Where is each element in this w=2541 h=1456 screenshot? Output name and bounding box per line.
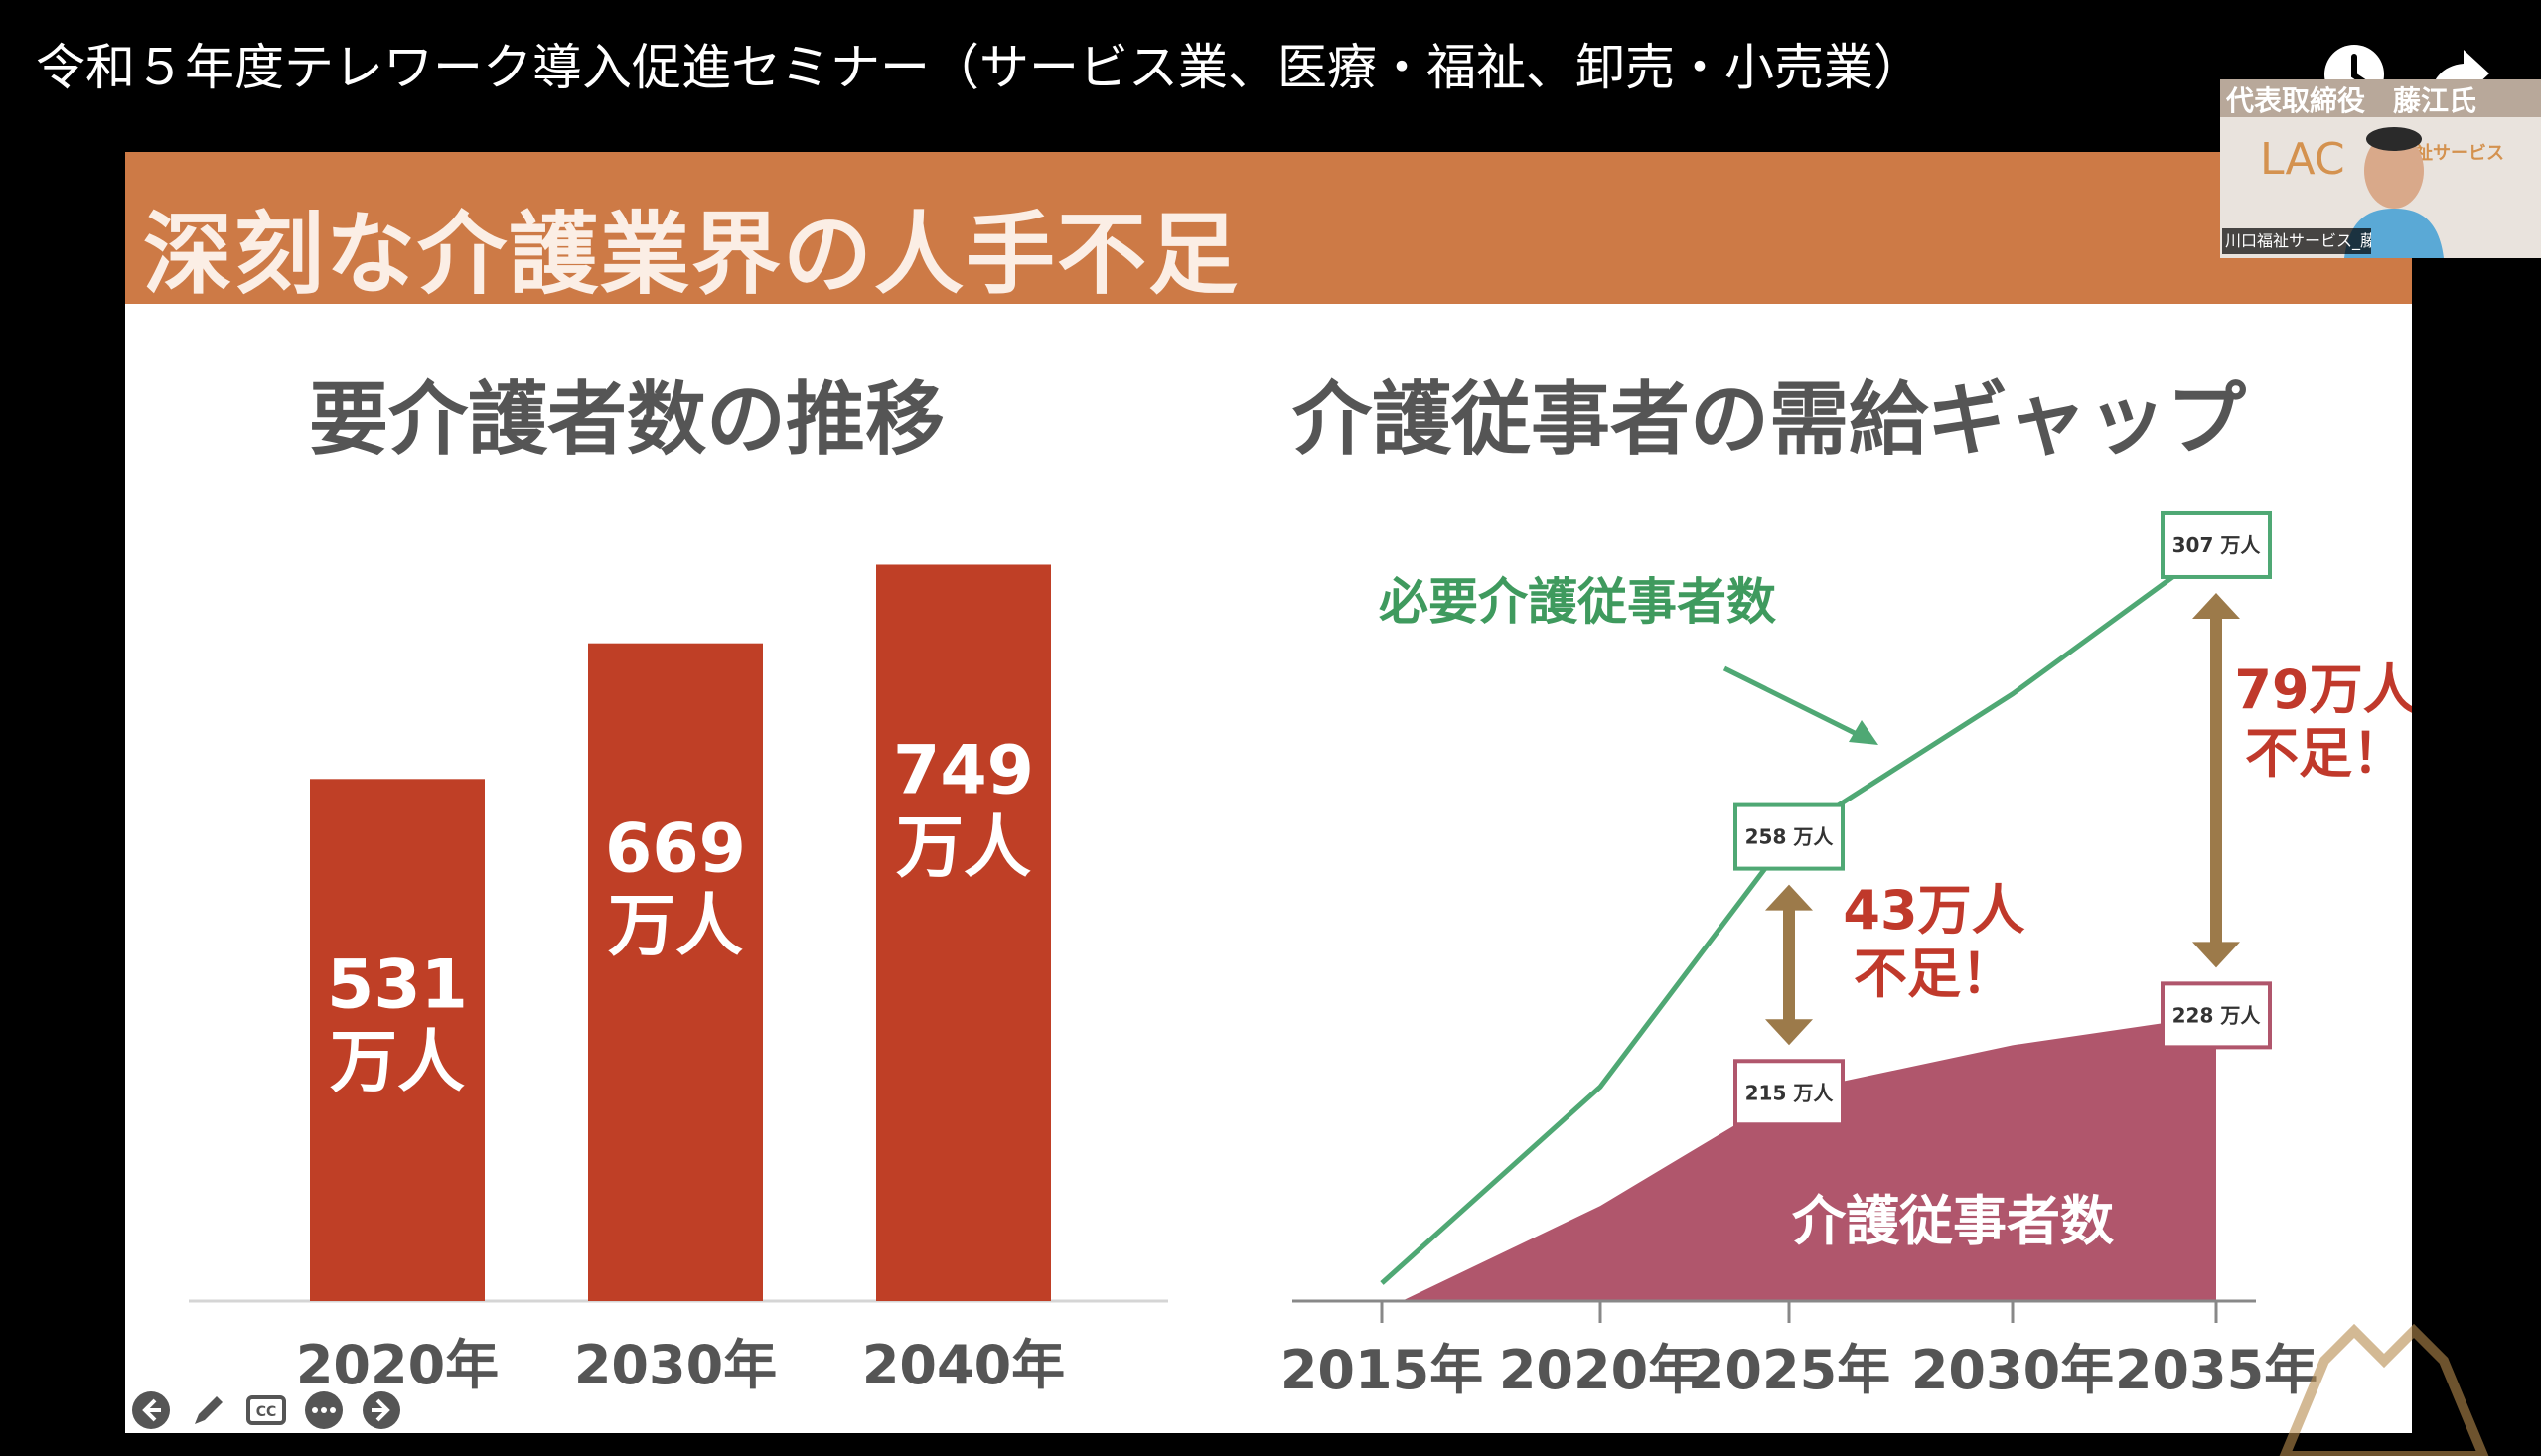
bar-value-label: 749 (893, 731, 1034, 809)
callout-label: 307 万人 (2172, 533, 2262, 557)
bar-value-label: 万人 (896, 808, 1031, 887)
watermark-logo-icon (2279, 1323, 2489, 1456)
gap-x-tick: 2020年 (1499, 1339, 1702, 1401)
gap-label: 43万人 (1843, 879, 2024, 942)
cc-icon[interactable]: CC (244, 1388, 288, 1432)
gap-x-tick: 2030年 (1911, 1339, 2114, 1401)
gap-arrow-head-down (2192, 942, 2240, 968)
pen-icon[interactable] (187, 1388, 230, 1432)
bar-value-label: 万人 (330, 1023, 465, 1101)
slide-title: 深刻な介護業界の人手不足 (143, 203, 1240, 307)
callout-box (2161, 981, 2272, 1050)
bar-value-label: 万人 (608, 888, 743, 966)
series-label-pointer-head (1849, 720, 1878, 745)
gap-arrow-head-up (1765, 884, 1813, 911)
gap-label: 不足！ (1854, 943, 2015, 1005)
back-icon[interactable] (129, 1388, 173, 1432)
webcam-logo: LAC (2260, 134, 2345, 185)
series-label: 必要介護従事者数 (1379, 573, 1776, 631)
series-label: 介護従事者数 (1792, 1190, 2114, 1252)
callout-box (2161, 510, 2272, 579)
webcam-banner: 代表取締役 藤江氏 (2220, 79, 2541, 117)
gap-label: 79万人 (2234, 658, 2412, 721)
callout-label: 258 万人 (1745, 825, 1835, 849)
slide: 深刻な介護業界の人手不足 要介護者数の推移 介護従事者の需給ギャップ 531 万人… (125, 152, 2412, 1433)
area-介護従事者数 (1402, 1015, 2216, 1301)
gap-x-tick: 2015年 (1280, 1339, 1483, 1401)
gap-x-tick: 2035年 (2115, 1339, 2317, 1401)
gap-x-tick: 2025年 (1688, 1339, 1890, 1401)
bar-2030年 (588, 643, 763, 1301)
more-icon[interactable] (302, 1388, 346, 1432)
callout-box (1733, 802, 1845, 871)
series-label-pointer (1722, 665, 1870, 743)
callout-box (1733, 1059, 1845, 1127)
bar-2040年 (876, 564, 1051, 1301)
bar-x-tick: 2040年 (862, 1334, 1065, 1396)
webcam-thumbnail[interactable]: 代表取締役 藤江氏 LAC 福祉サービス 川口福祉サービス_藤... (2220, 79, 2541, 258)
slide-controls: CC (129, 1385, 403, 1435)
share-icon[interactable] (2424, 40, 2493, 109)
gap-chart-title: 介護従事者の需給ギャップ (1292, 373, 2246, 466)
bar-x-tick: 2020年 (296, 1334, 499, 1396)
bar-chart-title: 要介護者数の推移 (309, 373, 945, 466)
gap-arrow-head-down (1765, 1019, 1813, 1046)
gap-label: 不足！ (2245, 722, 2406, 785)
webcam-logo-sub: 福祉サービス (2397, 143, 2504, 164)
bar-2020年 (310, 779, 485, 1301)
callout-label: 228 万人 (2172, 1003, 2262, 1027)
callout-label: 215 万人 (1745, 1081, 1835, 1104)
webcam-caption: 川口福祉サービス_藤... (2222, 228, 2371, 254)
video-title: 令和５年度テレワーク導入促進セミナー（サービス業、医療・福祉、卸売・小売業） (36, 39, 1923, 96)
gap-arrow-head-up (2192, 592, 2240, 619)
svg-text:CC: CC (256, 1404, 277, 1420)
bar-value-label: 531 (327, 946, 468, 1024)
forward-icon[interactable] (360, 1388, 403, 1432)
slide-header: 深刻な介護業界の人手不足 (125, 152, 2412, 307)
bar-x-tick: 2030年 (574, 1334, 777, 1396)
bar-value-label: 669 (605, 810, 746, 889)
